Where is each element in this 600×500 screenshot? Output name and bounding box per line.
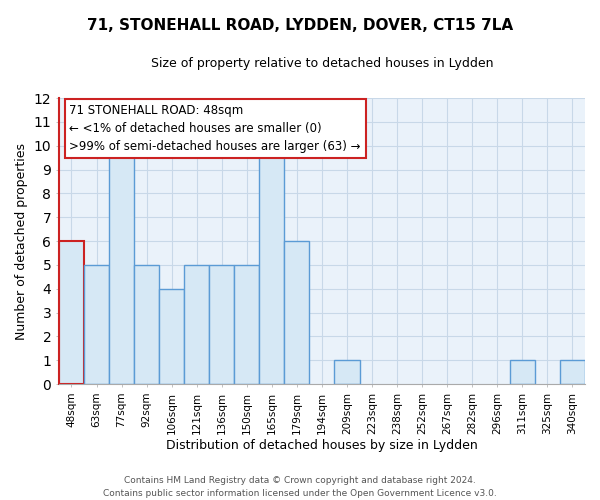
Bar	[560, 360, 585, 384]
Bar	[84, 265, 109, 384]
Text: 71, STONEHALL ROAD, LYDDEN, DOVER, CT15 7LA: 71, STONEHALL ROAD, LYDDEN, DOVER, CT15 …	[87, 18, 513, 32]
Bar	[234, 265, 259, 384]
Bar	[109, 146, 134, 384]
Y-axis label: Number of detached properties: Number of detached properties	[15, 142, 28, 340]
Bar	[259, 146, 284, 384]
Bar	[334, 360, 359, 384]
Text: Contains HM Land Registry data © Crown copyright and database right 2024.
Contai: Contains HM Land Registry data © Crown c…	[103, 476, 497, 498]
Title: Size of property relative to detached houses in Lydden: Size of property relative to detached ho…	[151, 58, 493, 70]
Bar	[184, 265, 209, 384]
Bar	[134, 265, 159, 384]
Bar	[59, 241, 84, 384]
Bar	[159, 289, 184, 384]
Text: 71 STONEHALL ROAD: 48sqm
← <1% of detached houses are smaller (0)
>99% of semi-d: 71 STONEHALL ROAD: 48sqm ← <1% of detach…	[70, 104, 361, 153]
Bar	[284, 241, 310, 384]
X-axis label: Distribution of detached houses by size in Lydden: Distribution of detached houses by size …	[166, 440, 478, 452]
Bar	[209, 265, 234, 384]
Bar	[510, 360, 535, 384]
